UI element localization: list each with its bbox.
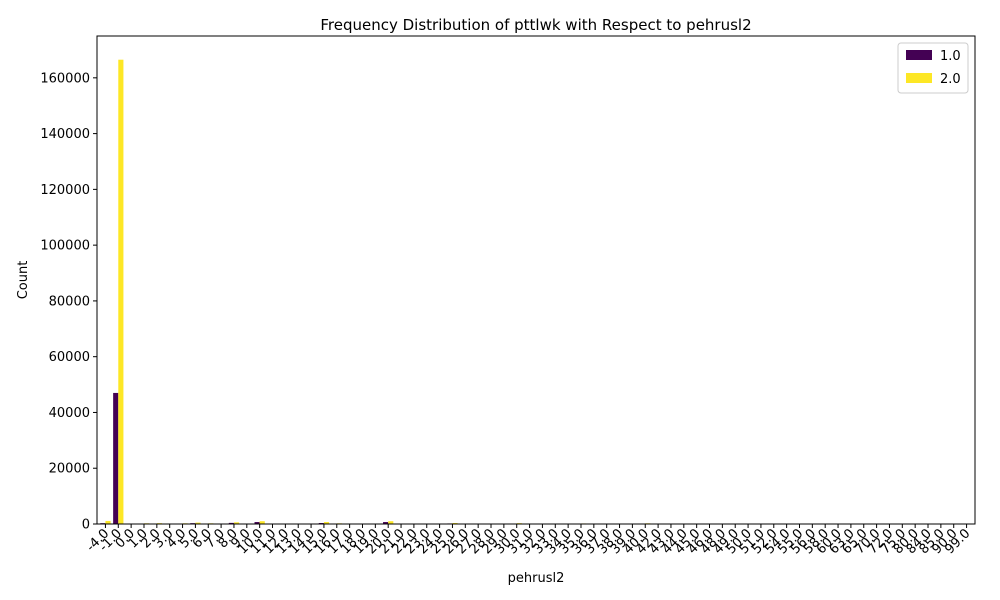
bars-layer xyxy=(100,59,972,524)
y-tick-label: 120000 xyxy=(40,183,90,198)
bar-2.0-8.0 xyxy=(233,522,240,524)
y-tick-label: 160000 xyxy=(40,71,90,86)
bar-2.0-15.0 xyxy=(323,522,330,524)
y-tick-label: 80000 xyxy=(49,294,90,309)
x-axis: -4.0-1.00.01.02.03.04.05.06.07.08.09.010… xyxy=(84,524,973,557)
bar-1.0--1.0 xyxy=(113,392,119,524)
bar-2.0-5.0 xyxy=(195,522,201,524)
bar-2.0-20.0 xyxy=(388,521,394,524)
legend-label-1.0: 1.0 xyxy=(940,49,961,64)
bar-1.0-10.0 xyxy=(254,522,260,524)
y-tick-label: 140000 xyxy=(40,127,90,142)
bar-2.0--1.0 xyxy=(118,59,124,524)
bar-1.0-20.0 xyxy=(383,522,389,524)
y-tick-label: 40000 xyxy=(49,406,90,421)
legend-swatch-1.0 xyxy=(906,50,932,60)
x-axis-label: pehrusl2 xyxy=(508,571,565,586)
legend: 1.0 2.0 xyxy=(897,42,969,94)
chart-title: Frequency Distribution of pttlwk with Re… xyxy=(320,16,751,34)
plot-frame xyxy=(96,35,976,525)
y-axis-label: Count xyxy=(16,261,31,300)
legend-swatch-2.0 xyxy=(906,73,932,83)
bar-2.0-10.0 xyxy=(259,521,265,524)
bar-1.0-8.0 xyxy=(228,522,234,524)
y-tick-label: 60000 xyxy=(49,350,90,365)
y-tick-label: 0 xyxy=(82,518,90,533)
legend-label-2.0: 2.0 xyxy=(940,72,961,87)
y-axis: 0 20000 40000 60000 80000 100000 120000 140000 1… xyxy=(40,71,97,533)
bar-2.0--4.0 xyxy=(105,520,111,524)
y-tick-label: 100000 xyxy=(40,239,90,254)
y-tick-label: 20000 xyxy=(49,462,90,477)
